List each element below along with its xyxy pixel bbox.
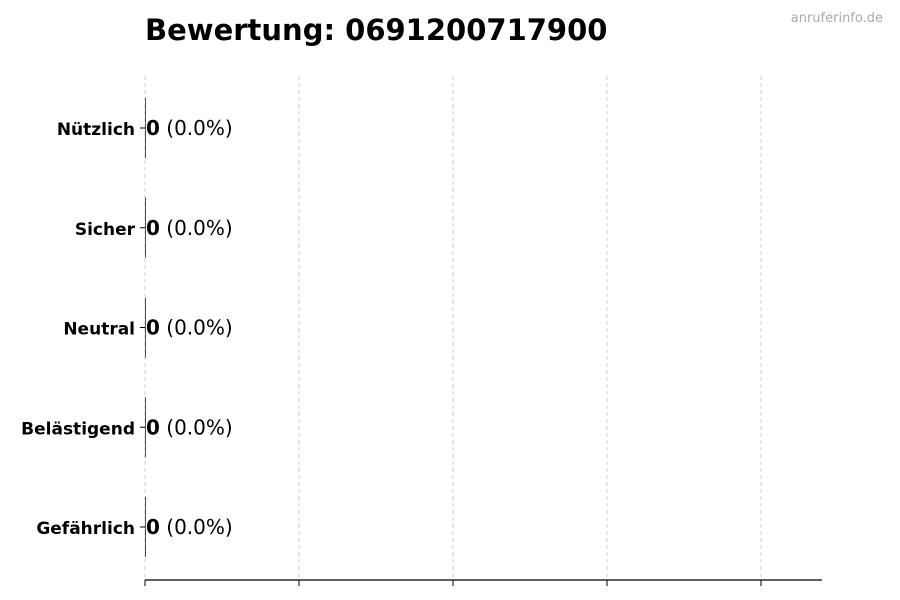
data-label: 0 (0.0%) <box>146 316 233 340</box>
data-label-count: 0 <box>146 415 160 439</box>
data-label-percent: (0.0%) <box>160 316 233 340</box>
data-label-percent: (0.0%) <box>160 116 233 140</box>
y-tick-label: Gefährlich <box>36 519 135 539</box>
y-tick-label: Nützlich <box>57 120 135 140</box>
data-label-percent: (0.0%) <box>160 515 233 539</box>
y-tick-label: Sicher <box>75 220 136 240</box>
data-label-count: 0 <box>146 316 160 340</box>
bar <box>145 98 146 158</box>
data-label: 0 (0.0%) <box>146 116 233 140</box>
chart-title: Bewertung: 0691200717900 <box>145 13 607 47</box>
data-label: 0 (0.0%) <box>146 216 233 240</box>
y-tick-label: Belästigend <box>21 419 135 439</box>
data-label-count: 0 <box>146 515 160 539</box>
bar <box>145 197 146 258</box>
y-tick-label: Neutral <box>63 320 135 340</box>
bar <box>145 497 146 557</box>
data-label-percent: (0.0%) <box>160 216 233 240</box>
data-label-count: 0 <box>146 116 160 140</box>
bar <box>145 297 146 358</box>
watermark: anruferinfo.de <box>791 11 883 26</box>
data-label: 0 (0.0%) <box>146 515 233 539</box>
data-label-count: 0 <box>146 216 160 240</box>
data-label: 0 (0.0%) <box>146 415 233 439</box>
data-label-percent: (0.0%) <box>160 415 233 439</box>
bar <box>145 397 146 458</box>
